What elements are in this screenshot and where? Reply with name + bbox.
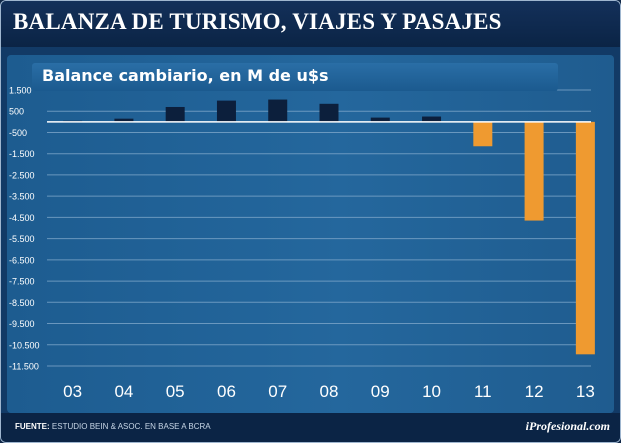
bar xyxy=(575,121,595,355)
y-tick-label: 1.500 xyxy=(9,86,32,96)
source-note: FUENTE: ESTUDIO BEIN & ASOC. EN BASE A B… xyxy=(15,422,211,431)
y-tick-label: -8.500 xyxy=(9,298,35,308)
y-tick-label: -3.500 xyxy=(9,192,35,202)
y-tick-label: -1.500 xyxy=(9,149,35,159)
bar xyxy=(319,103,339,122)
bar xyxy=(114,118,134,122)
title-bar: BALANZA DE TURISMO, VIAJES Y PASAJES xyxy=(1,1,620,47)
chart-title: BALANZA DE TURISMO, VIAJES Y PASAJES xyxy=(13,9,502,34)
y-tick-label: -2.500 xyxy=(9,170,35,180)
brand-logo: iProfesional.com xyxy=(525,419,610,433)
y-tick-label: -9.500 xyxy=(9,319,35,329)
x-tick-label: 10 xyxy=(422,382,441,401)
x-tick-label: 08 xyxy=(320,382,339,401)
subtitle-box: Balance cambiario, en M de u$s xyxy=(32,63,558,91)
bar xyxy=(422,116,442,122)
y-tick-label: -10.500 xyxy=(9,340,40,350)
source-text: ESTUDIO BEIN & ASOC. EN BASE A BCRA xyxy=(51,422,211,431)
x-tick-label: 06 xyxy=(217,382,236,401)
x-tick-label: 03 xyxy=(63,382,82,401)
x-tick-label: 12 xyxy=(525,382,544,401)
bar-chart: 1.500 500 -500 -1.500 -2.500 -3.500 -4.500 -5.5… xyxy=(9,86,595,401)
x-tick-label: 09 xyxy=(371,382,390,401)
x-tick-label: 11 xyxy=(474,382,492,401)
y-tick-label: 500 xyxy=(9,107,24,117)
y-tick-label: -500 xyxy=(9,128,27,138)
y-tick-label: -11.500 xyxy=(9,362,39,372)
source-label: FUENTE: xyxy=(15,422,50,431)
bar xyxy=(268,99,288,122)
bar xyxy=(370,117,390,122)
chart-subtitle: Balance cambiario, en M de u$s xyxy=(42,66,329,85)
x-tick-label: 07 xyxy=(268,382,287,401)
bar xyxy=(216,100,236,122)
bar xyxy=(524,121,544,221)
y-tick-label: -6.500 xyxy=(9,255,35,265)
x-tick-label: 13 xyxy=(576,382,595,401)
y-tick-label: -4.500 xyxy=(9,213,35,223)
y-tick-label: -5.500 xyxy=(9,234,35,244)
x-tick-label: 05 xyxy=(166,382,185,401)
y-tick-label: -7.500 xyxy=(9,277,35,287)
chart-panel xyxy=(7,55,614,413)
bar xyxy=(473,121,493,147)
x-tick-label: 04 xyxy=(114,382,133,401)
footer: FUENTE: ESTUDIO BEIN & ASOC. EN BASE A B… xyxy=(1,413,620,442)
bar xyxy=(165,106,185,122)
